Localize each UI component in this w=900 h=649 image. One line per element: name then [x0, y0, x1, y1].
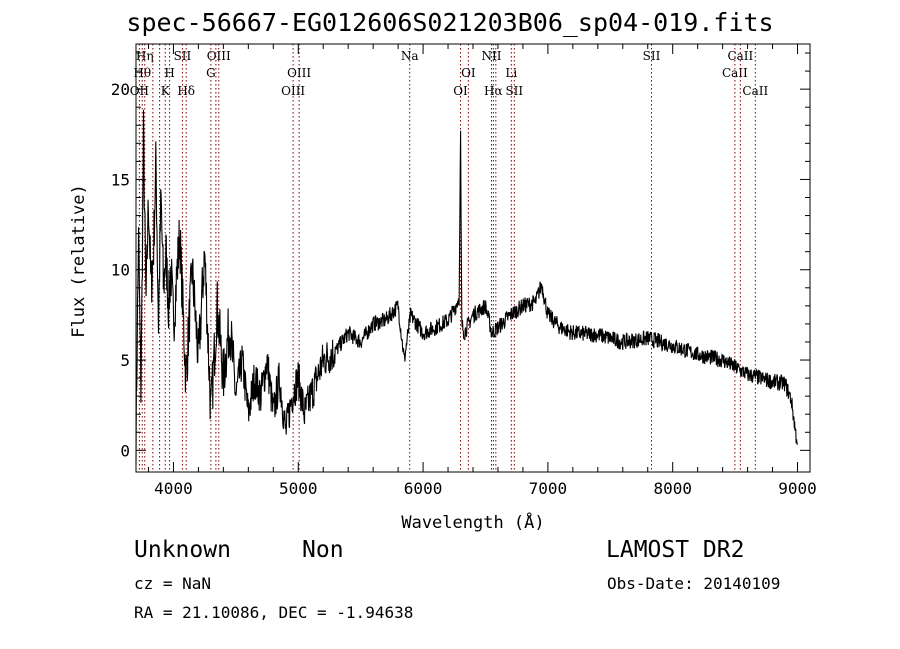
- y-tick-label-2: 10: [111, 261, 130, 280]
- marker-label-2: Hη: [136, 49, 154, 63]
- x-tick-label-4: 8000: [653, 479, 692, 498]
- observation-date: Obs-Date: 20140109: [607, 574, 781, 593]
- marker-label-21: SII: [505, 84, 523, 98]
- object-subclass: Non: [302, 537, 344, 563]
- chart-title: spec-56667-EG012606S021203B06_sp04-019.f…: [126, 8, 774, 37]
- marker-label-7: SII: [174, 49, 192, 63]
- marker-label-24: CaII: [727, 49, 753, 63]
- marker-label-13: OIII: [287, 66, 311, 80]
- spectral-line-markers: OIIHθHηKHSIIHδGOIIIOIIIOIIINaOIOINIIHαLi…: [130, 44, 768, 472]
- marker-label-11: OIII: [207, 49, 231, 63]
- x-axis-label: Wavelength (Å): [401, 511, 544, 533]
- marker-label-25: CaII: [742, 84, 768, 98]
- marker-label-17: NII: [481, 49, 501, 63]
- marker-label-14: Na: [401, 49, 419, 63]
- x-tick-label-0: 4000: [154, 479, 193, 498]
- y-tick-label-0: 0: [120, 441, 130, 460]
- marker-label-23: CaII: [722, 66, 748, 80]
- survey-name: LAMOST DR2: [606, 537, 745, 563]
- plot-frame: [135, 43, 811, 473]
- ra-dec-coordinates: RA = 21.10086, DEC = -1.94638: [134, 603, 414, 622]
- y-tick-label-1: 5: [120, 351, 130, 370]
- marker-label-9: G: [206, 66, 216, 80]
- marker-label-15: OI: [453, 84, 468, 98]
- marker-label-1: Hθ: [133, 66, 151, 80]
- axis-ticks: 4000 5000 6000 7000 8000 9000 0 5 10 15 20: [111, 44, 817, 498]
- marker-label-5: K: [161, 84, 171, 98]
- marker-label-0: OII: [130, 84, 150, 98]
- marker-label-12: OIII: [281, 84, 305, 98]
- y-tick-label-4: 20: [111, 80, 130, 99]
- marker-label-16: OI: [461, 66, 476, 80]
- marker-label-18: Hα: [484, 84, 503, 98]
- marker-label-22: SII: [643, 49, 661, 63]
- y-tick-label-3: 15: [111, 170, 130, 189]
- marker-label-6: H: [164, 66, 174, 80]
- object-class: Unknown: [134, 537, 231, 563]
- y-axis-label: Flux (relative): [69, 184, 89, 338]
- marker-label-8: Hδ: [177, 84, 195, 98]
- x-tick-label-3: 7000: [529, 479, 568, 498]
- x-tick-label-1: 5000: [279, 479, 318, 498]
- spectrum-line: [135, 109, 798, 465]
- marker-label-20: Li: [505, 66, 517, 80]
- x-tick-label-2: 6000: [404, 479, 443, 498]
- redshift-cz: cz = NaN: [134, 574, 212, 593]
- x-tick-label-5: 9000: [778, 479, 817, 498]
